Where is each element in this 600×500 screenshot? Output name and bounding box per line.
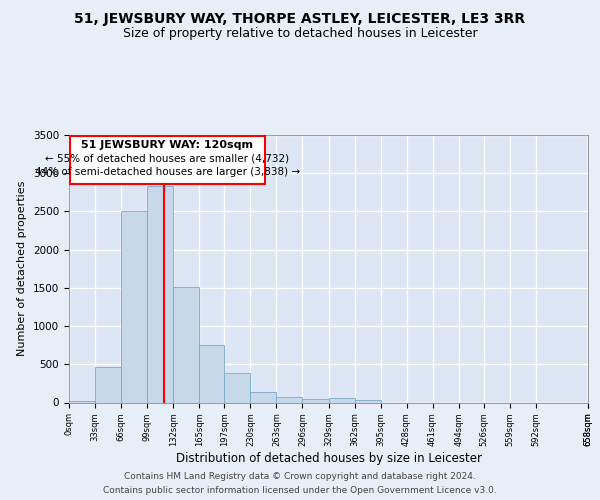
Bar bbox=[329, 398, 355, 402]
Bar bbox=[121, 212, 147, 402]
Bar bbox=[95, 366, 121, 402]
Text: Contains HM Land Registry data © Crown copyright and database right 2024.: Contains HM Land Registry data © Crown c… bbox=[124, 472, 476, 481]
Text: ← 55% of detached houses are smaller (4,732): ← 55% of detached houses are smaller (4,… bbox=[45, 154, 289, 164]
Bar bbox=[302, 398, 329, 402]
Bar bbox=[250, 392, 277, 402]
Bar bbox=[224, 372, 250, 402]
Bar bbox=[70, 136, 265, 184]
Bar bbox=[355, 400, 380, 402]
Text: Size of property relative to detached houses in Leicester: Size of property relative to detached ho… bbox=[122, 28, 478, 40]
Bar bbox=[199, 345, 224, 403]
Text: 51, JEWSBURY WAY, THORPE ASTLEY, LEICESTER, LE3 3RR: 51, JEWSBURY WAY, THORPE ASTLEY, LEICEST… bbox=[74, 12, 526, 26]
Text: 44% of semi-detached houses are larger (3,838) →: 44% of semi-detached houses are larger (… bbox=[35, 167, 300, 177]
Bar bbox=[147, 186, 173, 402]
Text: 51 JEWSBURY WAY: 120sqm: 51 JEWSBURY WAY: 120sqm bbox=[81, 140, 253, 149]
Y-axis label: Number of detached properties: Number of detached properties bbox=[17, 181, 28, 356]
Bar bbox=[173, 287, 199, 403]
X-axis label: Distribution of detached houses by size in Leicester: Distribution of detached houses by size … bbox=[176, 452, 482, 464]
Bar bbox=[69, 401, 95, 402]
Bar bbox=[277, 397, 302, 402]
Text: Contains public sector information licensed under the Open Government Licence v3: Contains public sector information licen… bbox=[103, 486, 497, 495]
